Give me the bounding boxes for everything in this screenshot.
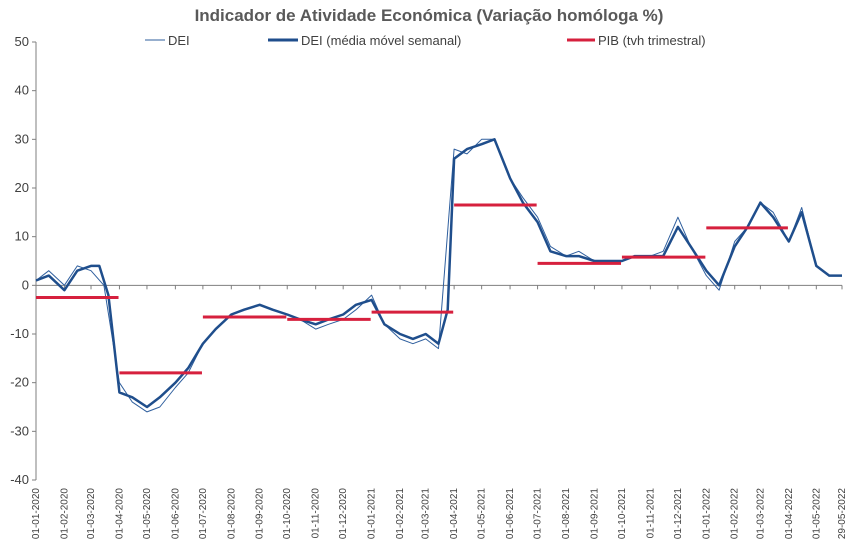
y-tick-label: 30 [15, 131, 29, 146]
x-tick-label: 01-01-2022 [701, 488, 712, 540]
x-tick-label: 01-08-2021 [561, 488, 572, 540]
x-tick-label: 01-01-2020 [31, 488, 42, 540]
x-tick-label: 01-10-2021 [617, 488, 628, 540]
x-tick-label: 01-07-2021 [533, 488, 544, 540]
legend-label-dei-moving-average: DEI (média móvel semanal) [301, 33, 461, 48]
x-tick-label: 01-11-2021 [645, 488, 656, 539]
x-tick-label: 01-09-2020 [255, 488, 266, 540]
x-tick-label: 01-06-2020 [170, 488, 181, 540]
legend: DEI DEI (média móvel semanal) PIB (tvh t… [145, 33, 706, 48]
x-tick-label: 01-05-2021 [477, 488, 488, 540]
y-tick-label: 10 [15, 229, 29, 244]
x-tick-label: 01-03-2020 [86, 488, 97, 540]
y-tick-label: 40 [15, 83, 29, 98]
x-tick-label: 01-04-2020 [114, 488, 125, 540]
y-tick-label: 50 [15, 34, 29, 49]
x-tick-label: 29-05-2022 [837, 488, 848, 540]
x-tick-label: 01-08-2020 [226, 488, 237, 540]
legend-label-dei: DEI [168, 33, 190, 48]
x-tick-label: 01-04-2022 [784, 488, 795, 540]
y-tick-label: -40 [10, 472, 29, 487]
x-tick-label: 01-10-2020 [282, 488, 293, 540]
x-tick-label: 01-02-2020 [59, 488, 70, 540]
x-tick-label: 01-01-2021 [367, 488, 378, 540]
x-tick-label: 01-06-2021 [505, 488, 516, 540]
y-axis: -40 -30 -20 -10 0 10 20 30 40 50 [10, 34, 37, 487]
x-tick-label: 01-03-2022 [755, 488, 766, 540]
x-tick-label: 01-02-2022 [730, 488, 741, 540]
x-tick-label: 01-07-2020 [198, 488, 209, 540]
y-tick-label: -30 [10, 423, 29, 438]
y-tick-label: 20 [15, 180, 29, 195]
x-axis: 01-01-2020 01-02-2020 01-03-2020 01-04-2020… [31, 284, 848, 540]
plot-area [35, 138, 842, 413]
x-tick-label: 01-11-2020 [311, 488, 322, 539]
chart-title: Indicador de Atividade Económica (Variaç… [195, 6, 664, 25]
x-tick-label: 01-05-2020 [142, 488, 153, 540]
x-tick-label: 01-05-2022 [811, 488, 822, 540]
x-tick-label: 01-04-2021 [449, 488, 460, 540]
x-tick-label: 01-09-2021 [589, 488, 600, 540]
x-tick-label: 01-12-2020 [338, 488, 349, 540]
series-line-dei [35, 138, 842, 413]
y-tick-label: 0 [22, 277, 29, 292]
y-tick-label: -10 [10, 326, 29, 341]
y-tick-label: -20 [10, 375, 29, 390]
x-tick-label: 01-12-2021 [673, 488, 684, 540]
series-line-dei-moving-average [35, 138, 842, 409]
x-tick-label: 01-03-2021 [421, 488, 432, 540]
legend-label-pib: PIB (tvh trimestral) [598, 33, 706, 48]
x-tick-label: 01-02-2021 [395, 488, 406, 540]
